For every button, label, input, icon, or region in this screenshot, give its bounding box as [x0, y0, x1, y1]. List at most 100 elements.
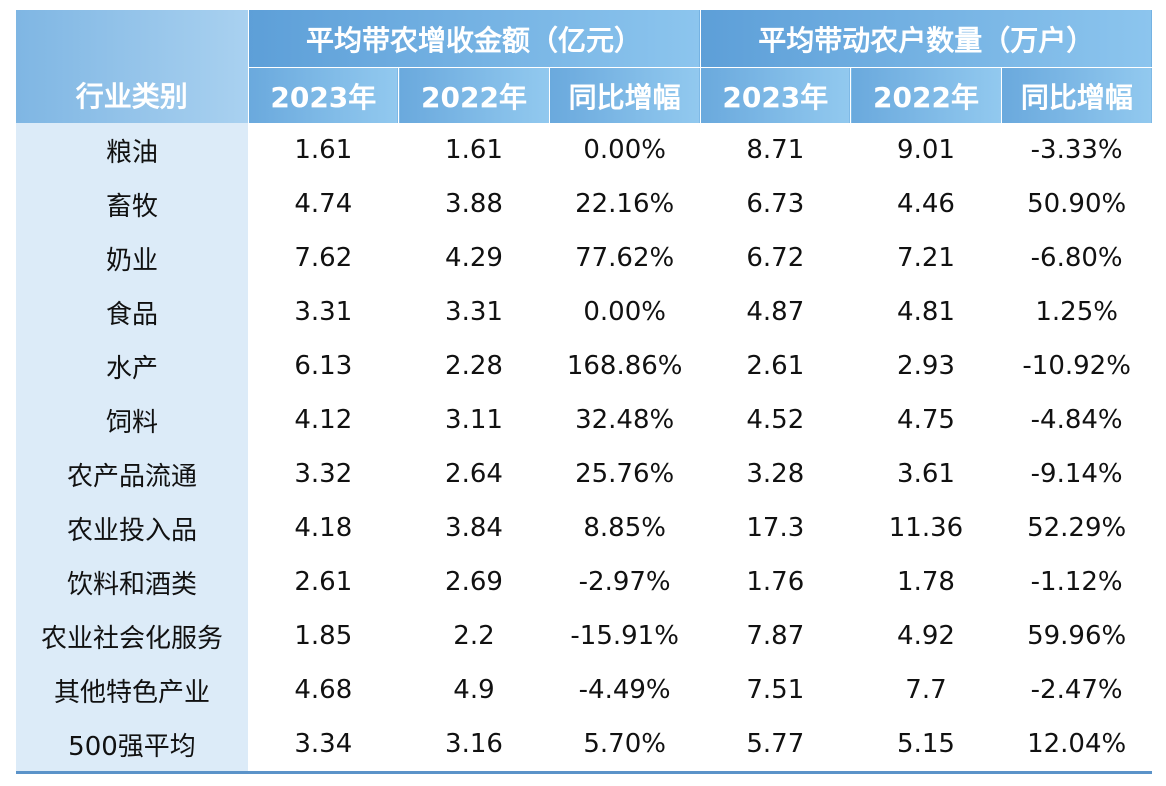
row-category-label: 畜牧 — [16, 177, 248, 231]
table-cell: 4.9 — [398, 663, 550, 717]
table-cell: -6.80% — [1001, 231, 1152, 285]
table-cell: 3.28 — [700, 447, 851, 501]
table-cell: 3.88 — [398, 177, 550, 231]
table-cell: 3.61 — [850, 447, 1002, 501]
table-cell: 7.87 — [700, 609, 851, 663]
row-category-label: 饮料和酒类 — [16, 555, 248, 609]
table-row: 500强平均 3.34 3.16 5.70% 5.77 5.15 12.04% — [16, 717, 1152, 774]
table-cell: 7.7 — [850, 663, 1002, 717]
table-cell: 4.92 — [850, 609, 1002, 663]
table-cell: 4.29 — [398, 231, 550, 285]
table-cell: 5.15 — [850, 717, 1002, 774]
row-category-label: 农业投入品 — [16, 501, 248, 555]
table-row: 饮料和酒类 2.61 2.69 -2.97% 1.76 1.78 -1.12% — [16, 555, 1152, 609]
table-cell: 2.93 — [850, 339, 1002, 393]
table-cell: 5.77 — [700, 717, 851, 774]
table-row: 水产 6.13 2.28 168.86% 2.61 2.93 -10.92% — [16, 339, 1152, 393]
table-cell: 3.11 — [398, 393, 550, 447]
row-category-label: 奶业 — [16, 231, 248, 285]
row-category-label: 粮油 — [16, 123, 248, 177]
table-cell: 1.25% — [1001, 285, 1152, 339]
sub-header: 2022年 — [398, 67, 550, 123]
table-row: 其他特色产业 4.68 4.9 -4.49% 7.51 7.7 -2.47% — [16, 663, 1152, 717]
table-cell: 52.29% — [1001, 501, 1152, 555]
table-cell: 1.85 — [248, 609, 399, 663]
sub-header: 同比增幅 — [1000, 67, 1152, 123]
table-cell: 0.00% — [549, 285, 700, 339]
table-cell: 0.00% — [549, 123, 700, 177]
table-cell: 1.78 — [850, 555, 1002, 609]
table-cell: 3.34 — [248, 717, 399, 774]
table-row: 农业投入品 4.18 3.84 8.85% 17.3 11.36 52.29% — [16, 501, 1152, 555]
table-cell: 7.21 — [850, 231, 1002, 285]
table-cell: 4.52 — [700, 393, 851, 447]
table-cell: 4.18 — [248, 501, 399, 555]
table-cell: 6.13 — [248, 339, 399, 393]
table-row: 农业社会化服务 1.85 2.2 -15.91% 7.87 4.92 59.96% — [16, 609, 1152, 663]
table-cell: 3.32 — [248, 447, 399, 501]
table-row: 畜牧 4.74 3.88 22.16% 6.73 4.46 50.90% — [16, 177, 1152, 231]
sub-header: 2023年 — [247, 67, 399, 123]
table-row: 农产品流通 3.32 2.64 25.76% 3.28 3.61 -9.14% — [16, 447, 1152, 501]
table-cell: -10.92% — [1001, 339, 1152, 393]
row-category-label: 农产品流通 — [16, 447, 248, 501]
table-cell: 7.62 — [248, 231, 399, 285]
table-cell: 3.84 — [398, 501, 550, 555]
table-cell: -2.97% — [549, 555, 700, 609]
table-cell: -3.33% — [1001, 123, 1152, 177]
header-row-groups: 行业类别 平均带农增收金额（亿元） 平均带动农户数量（万户） — [16, 10, 1152, 123]
table-cell: 11.36 — [850, 501, 1002, 555]
table-cell: 168.86% — [549, 339, 700, 393]
table-cell: 4.12 — [248, 393, 399, 447]
table-cell: 4.87 — [700, 285, 851, 339]
table-cell: 50.90% — [1001, 177, 1152, 231]
header-row-subs: 2023年 2022年 同比增幅 2023年 2022年 同比增幅 — [16, 67, 1152, 123]
table-cell: 4.75 — [850, 393, 1002, 447]
agri-industry-table: 行业类别 平均带农增收金额（亿元） 平均带动农户数量（万户） 2023年 202… — [16, 10, 1152, 774]
table-cell: 32.48% — [549, 393, 700, 447]
table-cell: 4.74 — [248, 177, 399, 231]
row-category-label: 水产 — [16, 339, 248, 393]
table-cell: 77.62% — [549, 231, 700, 285]
table-cell: 59.96% — [1001, 609, 1152, 663]
table-cell: 2.28 — [398, 339, 550, 393]
table-cell: 2.69 — [398, 555, 550, 609]
table-row: 饲料 4.12 3.11 32.48% 4.52 4.75 -4.84% — [16, 393, 1152, 447]
table-row: 粮油 1.61 1.61 0.00% 8.71 9.01 -3.33% — [16, 123, 1152, 177]
table-cell: 1.61 — [398, 123, 550, 177]
table-cell: 17.3 — [700, 501, 851, 555]
table-cell: 8.85% — [549, 501, 700, 555]
table-cell: 1.61 — [248, 123, 399, 177]
sub-header: 2023年 — [699, 67, 851, 123]
group-header-households: 平均带动农户数量（万户） — [699, 10, 1152, 68]
table-cell: 5.70% — [549, 717, 700, 774]
table-cell: 2.2 — [398, 609, 550, 663]
table-cell: 25.76% — [549, 447, 700, 501]
table-cell: 9.01 — [850, 123, 1002, 177]
table-cell: 6.73 — [700, 177, 851, 231]
row-category-label: 饲料 — [16, 393, 248, 447]
table-cell: 22.16% — [549, 177, 700, 231]
table-cell: 3.16 — [398, 717, 550, 774]
table-cell: 2.61 — [248, 555, 399, 609]
table-cell: 12.04% — [1001, 717, 1152, 774]
row-category-label: 500强平均 — [16, 717, 248, 774]
table-cell: 6.72 — [700, 231, 851, 285]
table-cell: 2.64 — [398, 447, 550, 501]
table-cell: 4.81 — [850, 285, 1002, 339]
table-cell: -15.91% — [549, 609, 700, 663]
table-cell: 2.61 — [700, 339, 851, 393]
table-cell: 8.71 — [700, 123, 851, 177]
table-cell: 3.31 — [248, 285, 399, 339]
table-cell: -9.14% — [1001, 447, 1152, 501]
sub-header: 2022年 — [850, 67, 1002, 123]
table-cell: -1.12% — [1001, 555, 1152, 609]
table-cell: 1.76 — [700, 555, 851, 609]
table-cell: -4.49% — [549, 663, 700, 717]
row-category-label: 农业社会化服务 — [16, 609, 248, 663]
sub-header: 同比增幅 — [548, 67, 700, 123]
table-cell: 4.68 — [248, 663, 399, 717]
row-category-label: 食品 — [16, 285, 248, 339]
table-cell: -4.84% — [1001, 393, 1152, 447]
table-row: 奶业 7.62 4.29 77.62% 6.72 7.21 -6.80% — [16, 231, 1152, 285]
